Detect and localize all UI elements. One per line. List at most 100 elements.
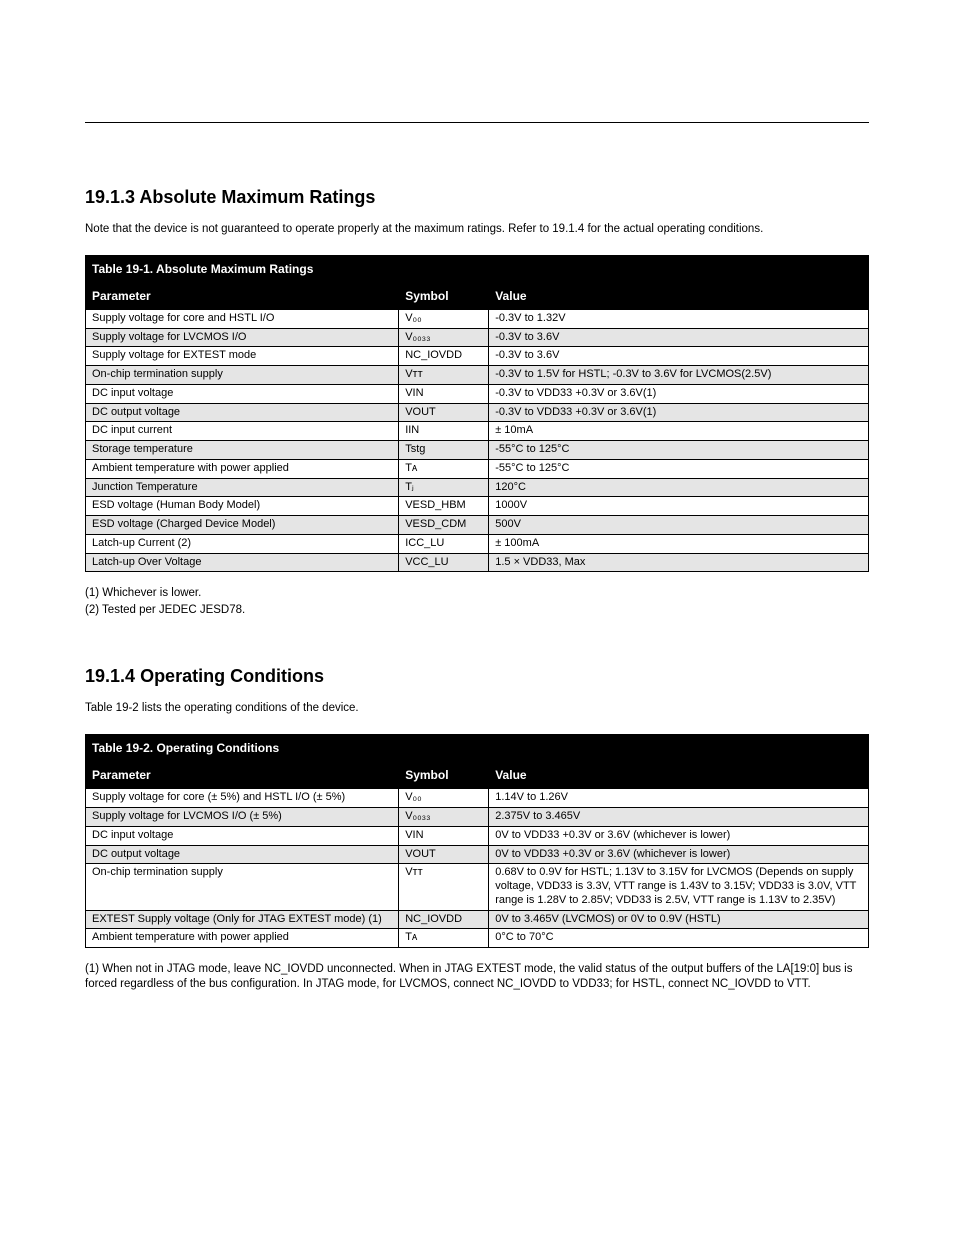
cell-value: 0V to 3.465V (LVCMOS) or 0V to 0.9V (HST… bbox=[489, 910, 869, 929]
table-row: DC input voltageVIN-0.3V to VDD33 +0.3V … bbox=[86, 384, 869, 403]
cell-parameter: Storage temperature bbox=[86, 441, 399, 460]
col-header-value: Value bbox=[489, 762, 869, 789]
cell-symbol: IIN bbox=[399, 422, 489, 441]
table-row: Supply voltage for LVCMOS I/O (± 5%)V₀₀₃… bbox=[86, 808, 869, 827]
cell-symbol: VESD_CDM bbox=[399, 516, 489, 535]
cell-value: ± 10mA bbox=[489, 422, 869, 441]
cell-value: -0.3V to 3.6V bbox=[489, 347, 869, 366]
section-description: Table 19-2 lists the operating condition… bbox=[85, 701, 869, 716]
table-row: ESD voltage (Charged Device Model)VESD_C… bbox=[86, 516, 869, 535]
cell-symbol: Vᴛᴛ bbox=[399, 864, 489, 910]
cell-value: ± 100mA bbox=[489, 534, 869, 553]
cell-symbol: Tⱼ bbox=[399, 478, 489, 497]
cell-symbol: NC_IOVDD bbox=[399, 910, 489, 929]
cell-value: -55°C to 125°C bbox=[489, 459, 869, 478]
cell-value: 1.5 × VDD33, Max bbox=[489, 553, 869, 572]
cell-value: -0.3V to VDD33 +0.3V or 3.6V(1) bbox=[489, 403, 869, 422]
cell-value: 0V to VDD33 +0.3V or 3.6V (whichever is … bbox=[489, 845, 869, 864]
cell-parameter: Latch-up Over Voltage bbox=[86, 553, 399, 572]
header-divider bbox=[85, 122, 869, 123]
table-absolute-max-ratings: Table 19-1. Absolute Maximum Ratings Par… bbox=[85, 255, 869, 573]
table-row: Latch-up Over VoltageVCC_LU1.5 × VDD33, … bbox=[86, 553, 869, 572]
cell-value: -55°C to 125°C bbox=[489, 441, 869, 460]
cell-symbol: VOUT bbox=[399, 845, 489, 864]
table-row: Latch-up Current (2)ICC_LU± 100mA bbox=[86, 534, 869, 553]
col-header-symbol: Symbol bbox=[399, 762, 489, 789]
cell-symbol: ICC_LU bbox=[399, 534, 489, 553]
table-row: Junction TemperatureTⱼ120°C bbox=[86, 478, 869, 497]
table-operating-conditions: Table 19-2. Operating Conditions Paramet… bbox=[85, 734, 869, 948]
table-row: Supply voltage for core (± 5%) and HSTL … bbox=[86, 789, 869, 808]
cell-symbol: VESD_HBM bbox=[399, 497, 489, 516]
cell-parameter: Supply voltage for LVCMOS I/O bbox=[86, 328, 399, 347]
table-row: EXTEST Supply voltage (Only for JTAG EXT… bbox=[86, 910, 869, 929]
cell-parameter: Junction Temperature bbox=[86, 478, 399, 497]
cell-value: 2.375V to 3.465V bbox=[489, 808, 869, 827]
cell-parameter: DC input voltage bbox=[86, 384, 399, 403]
cell-parameter: Ambient temperature with power applied bbox=[86, 459, 399, 478]
cell-symbol: V₀₀ bbox=[399, 309, 489, 328]
cell-symbol: Tᴀ bbox=[399, 929, 489, 948]
col-header-symbol: Symbol bbox=[399, 282, 489, 309]
cell-symbol: VIN bbox=[399, 826, 489, 845]
table-header-row: Parameter Symbol Value bbox=[86, 282, 869, 309]
section-heading-operating-conditions: 19.1.4 Operating Conditions bbox=[85, 666, 869, 687]
cell-parameter: DC input current bbox=[86, 422, 399, 441]
section-description: Note that the device is not guaranteed t… bbox=[85, 222, 869, 237]
cell-value: -0.3V to 1.32V bbox=[489, 309, 869, 328]
col-header-value: Value bbox=[489, 282, 869, 309]
table-note: (1) When not in JTAG mode, leave NC_IOVD… bbox=[85, 962, 869, 992]
cell-value: 1.14V to 1.26V bbox=[489, 789, 869, 808]
cell-value: 120°C bbox=[489, 478, 869, 497]
table-row: Ambient temperature with power appliedTᴀ… bbox=[86, 929, 869, 948]
cell-symbol: V₀₀ bbox=[399, 789, 489, 808]
cell-parameter: On-chip termination supply bbox=[86, 864, 399, 910]
table-row: DC input voltageVIN0V to VDD33 +0.3V or … bbox=[86, 826, 869, 845]
table-row: DC output voltageVOUT-0.3V to VDD33 +0.3… bbox=[86, 403, 869, 422]
cell-symbol: V₀₀₃₃ bbox=[399, 328, 489, 347]
cell-value: 0V to VDD33 +0.3V or 3.6V (whichever is … bbox=[489, 826, 869, 845]
table-row: On-chip termination supplyVᴛᴛ-0.3V to 1.… bbox=[86, 366, 869, 385]
cell-value: 0°C to 70°C bbox=[489, 929, 869, 948]
table-row: ESD voltage (Human Body Model)VESD_HBM10… bbox=[86, 497, 869, 516]
cell-value: -0.3V to 3.6V bbox=[489, 328, 869, 347]
cell-symbol: VCC_LU bbox=[399, 553, 489, 572]
table-note: (1) Whichever is lower. bbox=[85, 586, 869, 601]
cell-symbol: Tstg bbox=[399, 441, 489, 460]
cell-parameter: Supply voltage for EXTEST mode bbox=[86, 347, 399, 366]
col-header-parameter: Parameter bbox=[86, 282, 399, 309]
section-heading-absolute-max: 19.1.3 Absolute Maximum Ratings bbox=[85, 187, 869, 208]
table-row: Supply voltage for EXTEST modeNC_IOVDD-0… bbox=[86, 347, 869, 366]
cell-parameter: DC output voltage bbox=[86, 403, 399, 422]
cell-parameter: DC output voltage bbox=[86, 845, 399, 864]
table-row: Ambient temperature with power appliedTᴀ… bbox=[86, 459, 869, 478]
section-title: Operating Conditions bbox=[140, 666, 324, 686]
table-row: Supply voltage for LVCMOS I/OV₀₀₃₃-0.3V … bbox=[86, 328, 869, 347]
table-row: DC output voltageVOUT0V to VDD33 +0.3V o… bbox=[86, 845, 869, 864]
table-title: Table 19-2. Operating Conditions bbox=[86, 735, 869, 762]
cell-parameter: ESD voltage (Charged Device Model) bbox=[86, 516, 399, 535]
table-row: Supply voltage for core and HSTL I/OV₀₀-… bbox=[86, 309, 869, 328]
cell-value: 1000V bbox=[489, 497, 869, 516]
section-title: Absolute Maximum Ratings bbox=[139, 187, 375, 207]
table-row: Storage temperatureTstg-55°C to 125°C bbox=[86, 441, 869, 460]
cell-symbol: V₀₀₃₃ bbox=[399, 808, 489, 827]
cell-parameter: Supply voltage for core and HSTL I/O bbox=[86, 309, 399, 328]
cell-value: -0.3V to VDD33 +0.3V or 3.6V(1) bbox=[489, 384, 869, 403]
table-header-row: Parameter Symbol Value bbox=[86, 762, 869, 789]
cell-parameter: Ambient temperature with power applied bbox=[86, 929, 399, 948]
table-note: (2) Tested per JEDEC JESD78. bbox=[85, 603, 869, 618]
cell-value: 500V bbox=[489, 516, 869, 535]
cell-parameter: On-chip termination supply bbox=[86, 366, 399, 385]
cell-symbol: NC_IOVDD bbox=[399, 347, 489, 366]
col-header-parameter: Parameter bbox=[86, 762, 399, 789]
cell-symbol: Tᴀ bbox=[399, 459, 489, 478]
section-number: 19.1.4 bbox=[85, 666, 135, 686]
cell-symbol: VIN bbox=[399, 384, 489, 403]
cell-parameter: ESD voltage (Human Body Model) bbox=[86, 497, 399, 516]
cell-value: 0.68V to 0.9V for HSTL; 1.13V to 3.15V f… bbox=[489, 864, 869, 910]
cell-symbol: VOUT bbox=[399, 403, 489, 422]
cell-parameter: Supply voltage for LVCMOS I/O (± 5%) bbox=[86, 808, 399, 827]
table-row: On-chip termination supplyVᴛᴛ0.68V to 0.… bbox=[86, 864, 869, 910]
cell-parameter: DC input voltage bbox=[86, 826, 399, 845]
